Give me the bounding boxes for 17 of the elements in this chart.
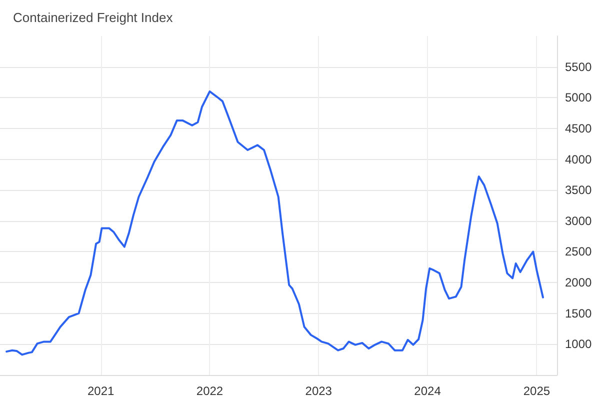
line-series xyxy=(6,90,544,356)
x-tick-label: 2022 xyxy=(196,384,224,398)
x-tick-label: 2021 xyxy=(87,384,115,398)
y-tick-label: 5500 xyxy=(565,60,592,74)
y-tick-label: 2500 xyxy=(565,244,592,259)
y-tick-label: 3500 xyxy=(565,183,592,198)
y-tick-label: 3000 xyxy=(565,214,592,228)
x-tick-label: 2023 xyxy=(305,384,332,398)
x-tick-label: 2025 xyxy=(523,384,550,398)
y-tick-label: 2000 xyxy=(565,276,592,290)
y-tick-label: 1500 xyxy=(565,306,592,320)
y-tick-label: 1000 xyxy=(565,337,592,352)
y-tick-label: 4000 xyxy=(565,152,592,166)
y-tick-label: 4500 xyxy=(565,121,592,136)
y-tick-label: 5000 xyxy=(565,90,592,105)
chart-title: Containerized Freight Index xyxy=(13,10,174,25)
x-tick-label: 2024 xyxy=(414,384,442,398)
